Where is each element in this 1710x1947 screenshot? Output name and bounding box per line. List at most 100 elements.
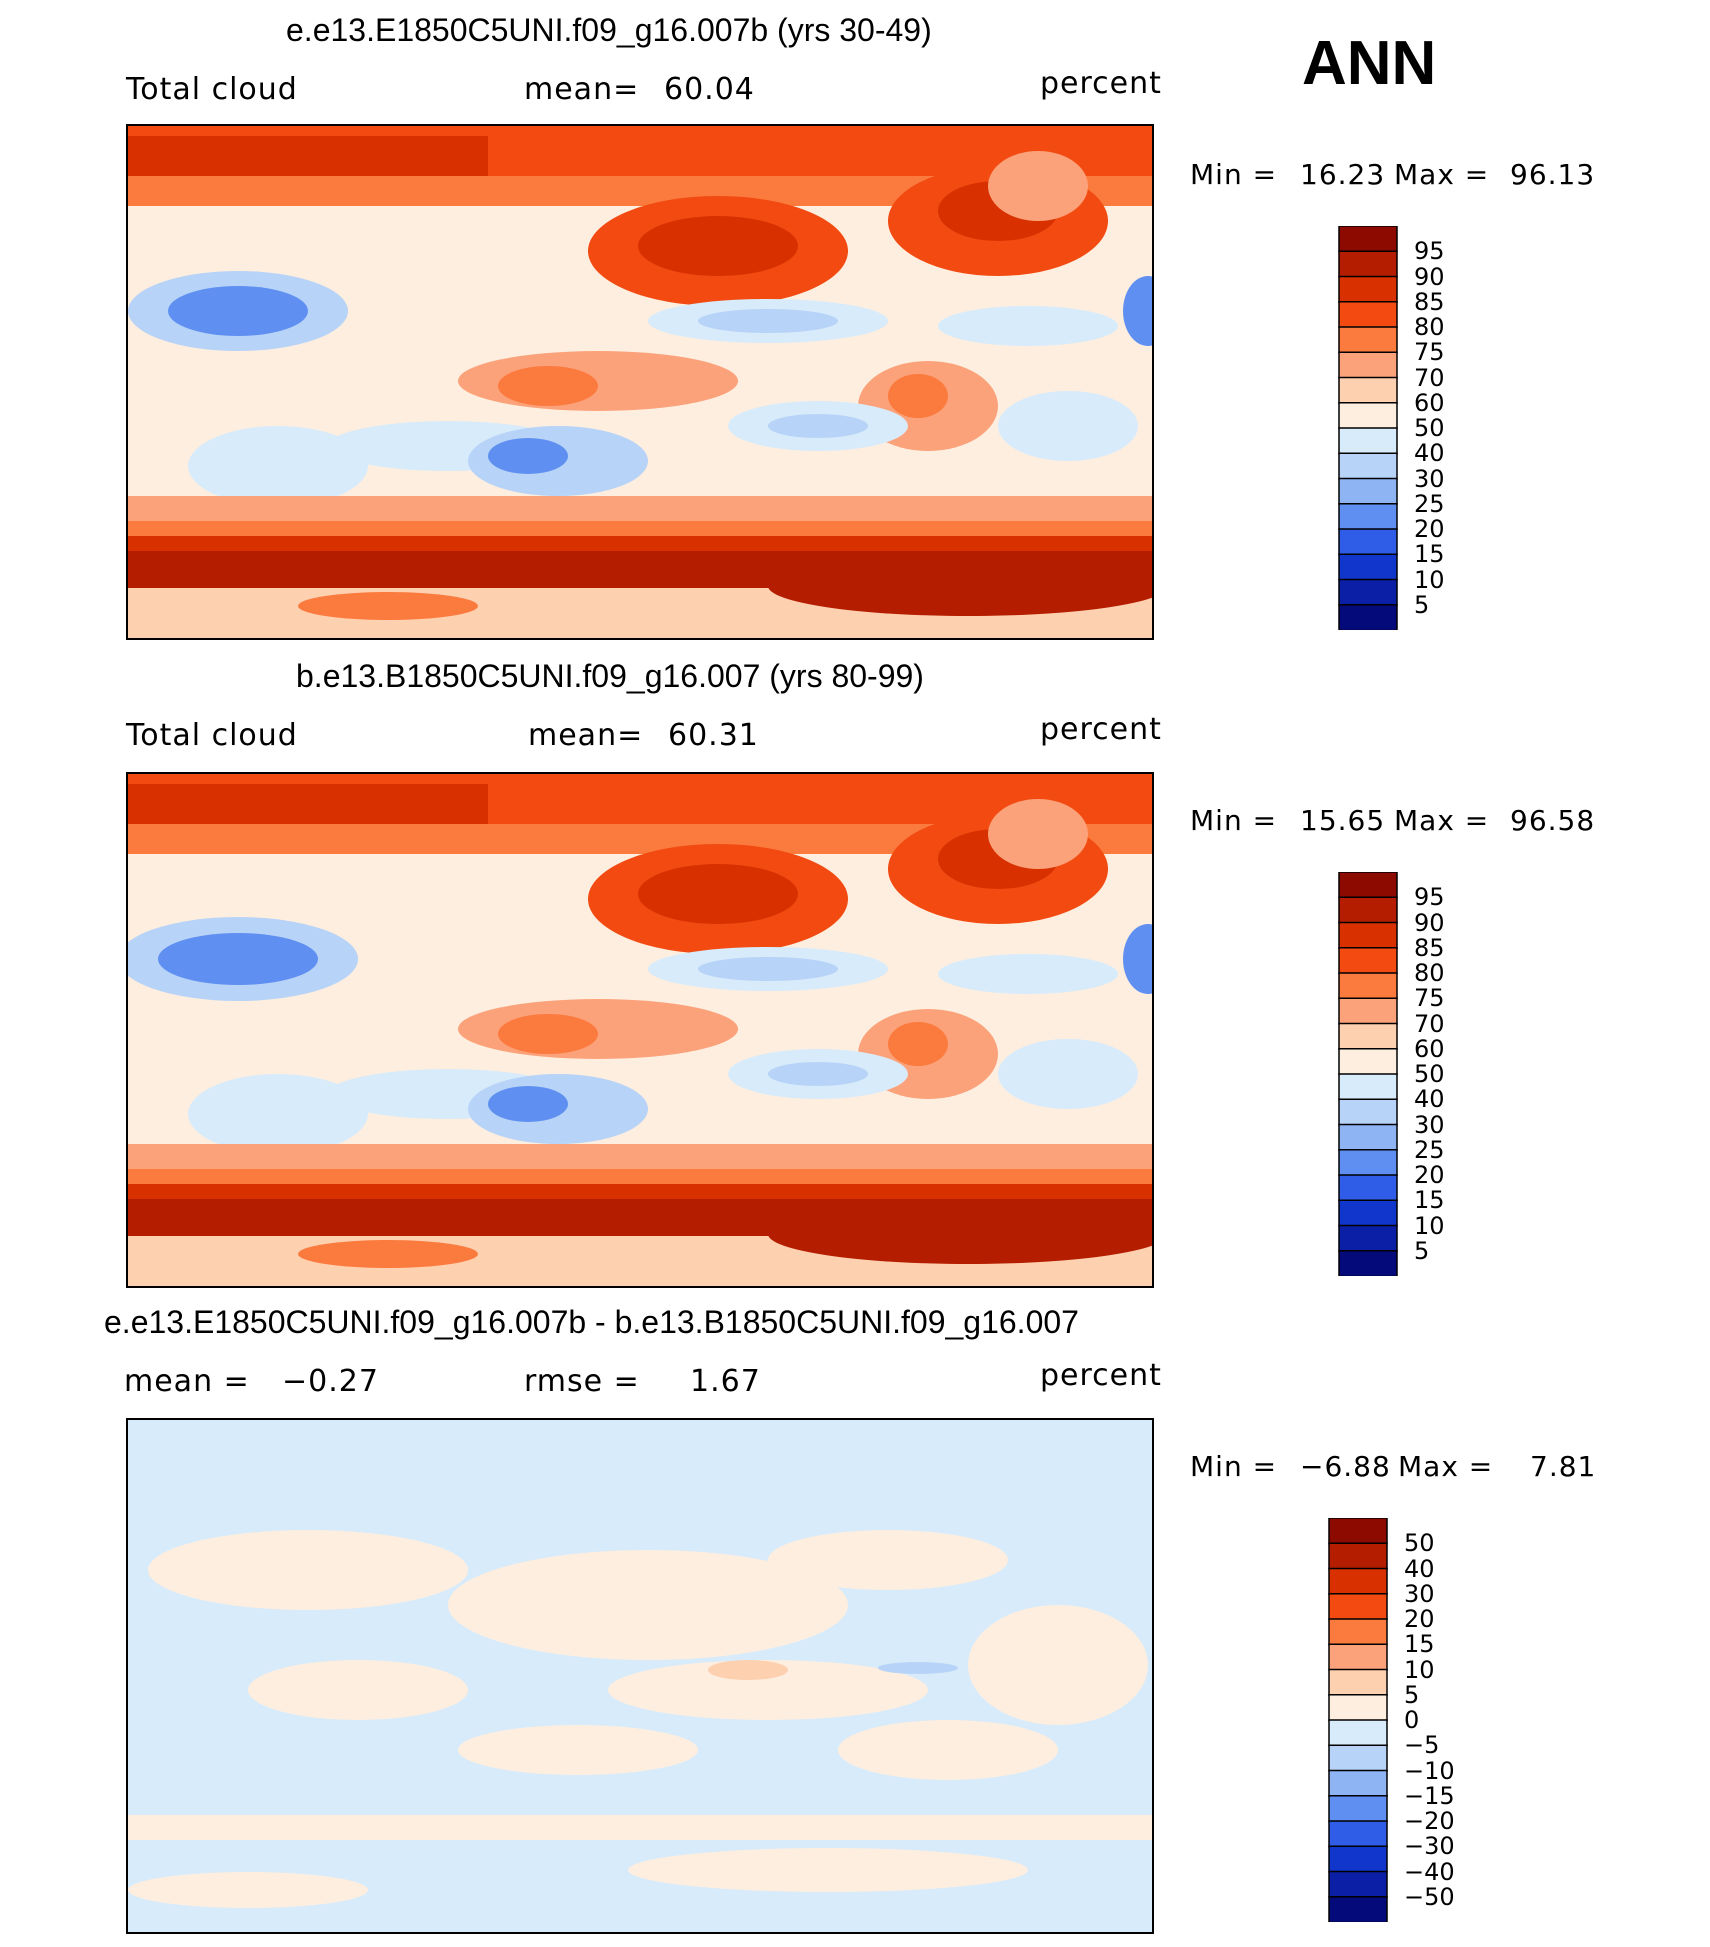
panel-1-min-label: Min = bbox=[1190, 158, 1278, 191]
colorbar-1-svg bbox=[1338, 225, 1398, 632]
colorbar-3-tick-label: −40 bbox=[1404, 1857, 1455, 1886]
colorbar-3-tick-label: 50 bbox=[1404, 1529, 1435, 1558]
colorbar-2-swatch bbox=[1338, 921, 1398, 949]
colorbar-2-tick-label: 90 bbox=[1414, 908, 1445, 937]
panel-2-units: percent bbox=[1040, 712, 1162, 747]
colorbar-1-swatch bbox=[1338, 503, 1398, 531]
panel-2-max-value: 96.58 bbox=[1510, 804, 1596, 837]
panel-1-units: percent bbox=[1040, 66, 1162, 101]
colorbar-3-tick-label: −15 bbox=[1404, 1781, 1455, 1810]
colorbar-3-tick-label: 0 bbox=[1404, 1706, 1420, 1734]
panel-1-mean-value: 60.04 bbox=[664, 72, 755, 107]
colorbar-1-swatch bbox=[1338, 528, 1398, 556]
colorbar-2-tick-label: 15 bbox=[1414, 1186, 1445, 1215]
colorbar-1-swatch bbox=[1338, 427, 1398, 455]
colorbar-1-tick-label: 15 bbox=[1414, 540, 1445, 569]
colorbar-3-tick-label: −20 bbox=[1404, 1807, 1455, 1835]
colorbar-2-swatch bbox=[1338, 1048, 1398, 1076]
colorbar-1-tick-label: 70 bbox=[1414, 363, 1445, 392]
colorbar-1-tick-label: 50 bbox=[1414, 414, 1445, 442]
colorbar-3-tick-label: −5 bbox=[1404, 1731, 1440, 1760]
panel-1-map-svg bbox=[128, 126, 1152, 638]
colorbar-1-tick-label: 5 bbox=[1414, 590, 1430, 619]
colorbar-1-swatch bbox=[1338, 452, 1398, 480]
colorbar-2-swatch bbox=[1338, 1098, 1398, 1126]
colorbar-1-tick-label: 85 bbox=[1414, 287, 1445, 316]
panel-3-units: percent bbox=[1040, 1358, 1162, 1393]
colorbar-2-tick-label: 50 bbox=[1414, 1060, 1445, 1088]
colorbar-1-tick-label: 95 bbox=[1414, 237, 1445, 266]
colorbar-2-swatch bbox=[1338, 972, 1398, 1000]
colorbar-2-swatch bbox=[1338, 1073, 1398, 1101]
panel-3-rmse-value: 1.67 bbox=[690, 1364, 761, 1399]
colorbar-1-tick-label: 80 bbox=[1414, 313, 1445, 341]
colorbar-1-swatch bbox=[1338, 402, 1398, 430]
panel-2-mean-value: 60.31 bbox=[668, 718, 759, 753]
colorbar-2-tick-label: 60 bbox=[1414, 1034, 1445, 1063]
colorbar-1-swatch bbox=[1338, 351, 1398, 379]
colorbar-2-tick-label: 10 bbox=[1414, 1211, 1445, 1240]
colorbar-3-swatch bbox=[1328, 1845, 1388, 1873]
panel-2-min-label: Min = bbox=[1190, 804, 1278, 837]
colorbar-3-swatch bbox=[1328, 1542, 1388, 1570]
panel-3-map-svg bbox=[128, 1420, 1152, 1932]
colorbar-1-tick-label: 60 bbox=[1414, 388, 1445, 417]
colorbar-2-swatch bbox=[1338, 947, 1398, 975]
colorbar-1-swatch bbox=[1338, 275, 1398, 303]
colorbar-1-tick-label: 40 bbox=[1414, 439, 1445, 468]
panel-1-map bbox=[126, 124, 1154, 640]
panel-3-rmse-label: rmse = bbox=[524, 1364, 640, 1399]
colorbar-3-svg bbox=[1328, 1517, 1388, 1924]
colorbar-3-swatch bbox=[1328, 1820, 1388, 1848]
colorbar-2 bbox=[1338, 871, 1398, 1278]
colorbar-2-tick-label: 20 bbox=[1414, 1161, 1445, 1189]
colorbar-3-swatch bbox=[1328, 1744, 1388, 1772]
panel-3-min-label: Min = bbox=[1190, 1450, 1278, 1483]
colorbar-1-swatch bbox=[1338, 326, 1398, 354]
colorbar-1 bbox=[1338, 225, 1398, 632]
colorbar-2-swatch bbox=[1338, 1224, 1398, 1252]
colorbar-3-swatch bbox=[1328, 1896, 1388, 1924]
colorbar-1-swatch bbox=[1338, 225, 1398, 253]
panel-1-max-label: Max = bbox=[1394, 158, 1490, 191]
colorbar-1-swatch bbox=[1338, 553, 1398, 581]
colorbar-3-tick-label: −50 bbox=[1404, 1882, 1455, 1911]
colorbar-1-swatch bbox=[1338, 604, 1398, 632]
colorbar-1-tick-label: 20 bbox=[1414, 515, 1445, 543]
colorbar-2-swatch bbox=[1338, 1250, 1398, 1278]
colorbar-1-tick-label: 75 bbox=[1414, 338, 1445, 367]
colorbar-2-tick-label: 5 bbox=[1414, 1236, 1430, 1265]
colorbar-2-swatch bbox=[1338, 871, 1398, 899]
colorbar-3-swatch bbox=[1328, 1567, 1388, 1595]
colorbar-2-swatch bbox=[1338, 1199, 1398, 1227]
colorbar-2-svg bbox=[1338, 871, 1398, 1278]
colorbar-2-swatch bbox=[1338, 1123, 1398, 1151]
colorbar-2-tick-label: 75 bbox=[1414, 984, 1445, 1013]
colorbar-3-swatch bbox=[1328, 1769, 1388, 1797]
panel-1-min-value: 16.23 bbox=[1300, 158, 1386, 191]
colorbar-2-tick-label: 70 bbox=[1414, 1009, 1445, 1038]
panel-2-title: b.e13.B1850C5UNI.f09_g16.007 (yrs 80-99) bbox=[296, 658, 924, 694]
colorbar-2-swatch bbox=[1338, 1149, 1398, 1177]
panel-3-max-value: 7.81 bbox=[1530, 1450, 1597, 1483]
colorbar-3-swatch bbox=[1328, 1643, 1388, 1671]
panel-2-max-label: Max = bbox=[1394, 804, 1490, 837]
colorbar-3-tick-label: −30 bbox=[1404, 1832, 1455, 1861]
panel-1-max-value: 96.13 bbox=[1510, 158, 1596, 191]
colorbar-3-tick-label: −10 bbox=[1404, 1756, 1455, 1785]
colorbar-3-swatch bbox=[1328, 1870, 1388, 1898]
colorbar-2-tick-label: 80 bbox=[1414, 959, 1445, 987]
colorbar-1-tick-label: 30 bbox=[1414, 464, 1445, 493]
colorbar-2-tick-label: 95 bbox=[1414, 883, 1445, 912]
colorbar-1-swatch bbox=[1338, 301, 1398, 329]
panel-2-min-value: 15.65 bbox=[1300, 804, 1386, 837]
colorbar-3-swatch bbox=[1328, 1795, 1388, 1823]
panel-3-map bbox=[126, 1418, 1154, 1934]
colorbar-3-tick-label: 15 bbox=[1404, 1630, 1435, 1659]
colorbar-3-tick-label: 10 bbox=[1404, 1655, 1435, 1684]
colorbar-3-swatch bbox=[1328, 1593, 1388, 1621]
panel-2-map bbox=[126, 772, 1154, 1288]
colorbar-1-tick-label: 25 bbox=[1414, 489, 1445, 518]
colorbar-3-tick-label: 5 bbox=[1404, 1680, 1420, 1709]
colorbar-3-tick-label: 40 bbox=[1404, 1554, 1435, 1583]
